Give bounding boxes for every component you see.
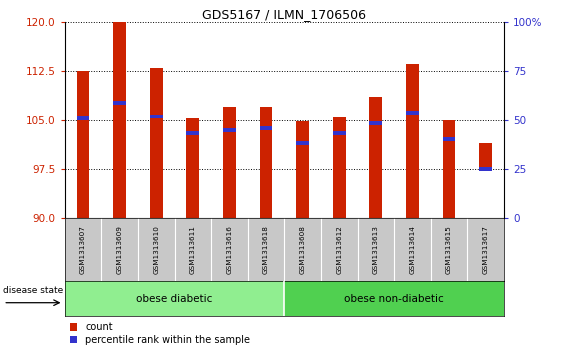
Text: GSM1313614: GSM1313614 <box>409 225 415 274</box>
Bar <box>113 22 126 218</box>
Bar <box>369 121 382 125</box>
Bar <box>186 131 199 135</box>
Bar <box>443 138 455 141</box>
Text: GSM1313618: GSM1313618 <box>263 225 269 274</box>
Text: GSM1313609: GSM1313609 <box>117 225 123 274</box>
Bar <box>150 115 163 118</box>
Bar <box>479 167 492 171</box>
Text: GSM1313616: GSM1313616 <box>226 225 233 274</box>
Text: GSM1313612: GSM1313612 <box>336 225 342 274</box>
Text: GSM1313613: GSM1313613 <box>373 225 379 274</box>
Bar <box>77 116 90 120</box>
Bar <box>284 281 504 316</box>
Bar <box>260 107 272 218</box>
Text: GSM1313615: GSM1313615 <box>446 225 452 274</box>
Bar <box>406 64 419 218</box>
Text: GSM1313611: GSM1313611 <box>190 225 196 274</box>
Bar <box>333 117 346 218</box>
Bar <box>406 111 419 115</box>
Bar <box>479 143 492 169</box>
Text: obese non-diabetic: obese non-diabetic <box>344 294 444 303</box>
Bar <box>113 102 126 105</box>
Bar <box>150 68 163 218</box>
Bar <box>333 131 346 135</box>
Text: GSM1313610: GSM1313610 <box>153 225 159 274</box>
Bar <box>223 128 236 131</box>
Bar <box>186 118 199 218</box>
Bar <box>296 121 309 218</box>
Bar <box>65 281 284 316</box>
Bar <box>260 126 272 130</box>
Bar <box>369 97 382 218</box>
Text: GSM1313608: GSM1313608 <box>300 225 306 274</box>
Title: GDS5167 / ILMN_1706506: GDS5167 / ILMN_1706506 <box>202 8 367 21</box>
Text: disease state: disease state <box>3 286 64 295</box>
Bar <box>77 71 90 218</box>
Bar <box>443 120 455 218</box>
Text: GSM1313607: GSM1313607 <box>80 225 86 274</box>
Text: obese diabetic: obese diabetic <box>136 294 213 303</box>
Text: GSM1313617: GSM1313617 <box>482 225 489 274</box>
Legend: count, percentile rank within the sample: count, percentile rank within the sample <box>70 322 250 345</box>
Bar <box>296 141 309 144</box>
Bar <box>223 107 236 218</box>
